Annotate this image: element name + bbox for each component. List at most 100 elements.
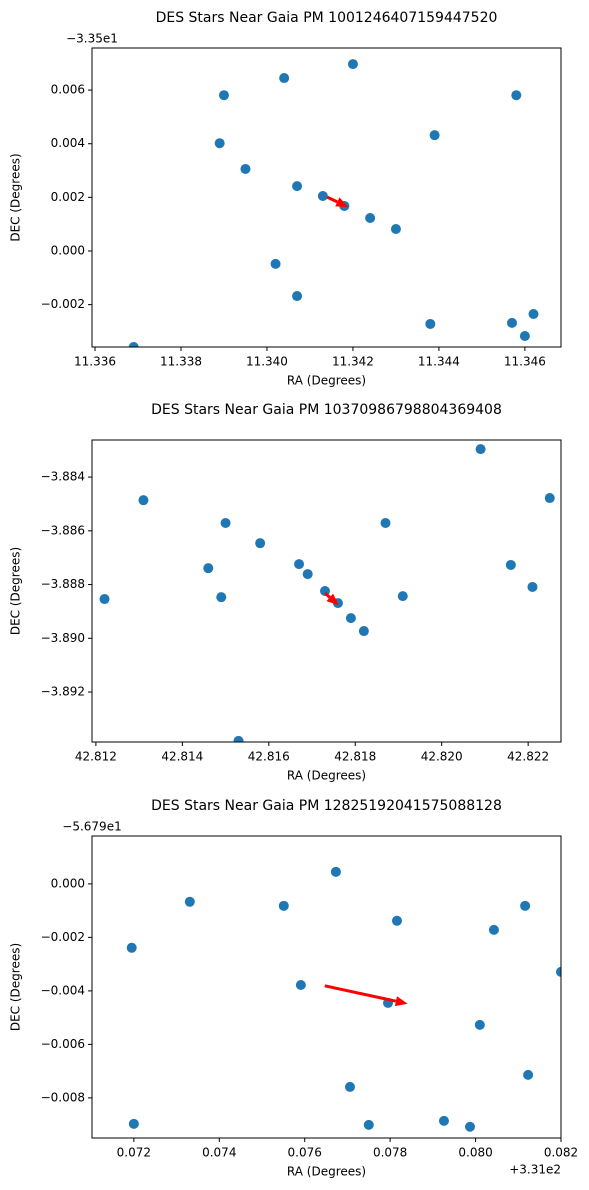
point xyxy=(397,591,408,602)
chart-title: DES Stars Near Gaia PM 12825192041575088… xyxy=(151,798,502,814)
point xyxy=(363,1119,374,1130)
y-tick-label: −0.006 xyxy=(41,1037,85,1051)
arrow-head xyxy=(394,996,408,1007)
point xyxy=(391,915,402,926)
point xyxy=(519,331,530,342)
chart-title: DES Stars Near Gaia PM 10012464071594475… xyxy=(156,10,498,26)
x-tick-label: 11.338 xyxy=(160,355,202,369)
point xyxy=(523,1069,534,1080)
x-axis-label: RA (Degrees) xyxy=(287,374,366,388)
y-tick-label: 0.000 xyxy=(51,876,85,890)
y-tick-label: 0.006 xyxy=(51,83,85,97)
point xyxy=(279,73,290,84)
point xyxy=(255,538,266,549)
y-tick-label: 0.000 xyxy=(51,243,85,257)
point xyxy=(214,138,225,149)
x-tick-label: 0.076 xyxy=(288,1146,322,1160)
y-tick-label: 0.004 xyxy=(51,136,85,150)
point xyxy=(302,569,313,580)
y-tick-label: −3.892 xyxy=(41,685,85,699)
point xyxy=(465,1121,476,1132)
point xyxy=(184,896,195,907)
x-tick-label: 11.344 xyxy=(418,355,460,369)
point xyxy=(128,342,139,347)
point xyxy=(365,213,376,224)
point xyxy=(345,613,356,624)
x-tick-label: 11.346 xyxy=(504,355,546,369)
point xyxy=(270,258,281,269)
arrow-head xyxy=(335,197,349,208)
y-tick-label: −0.004 xyxy=(41,983,85,997)
point xyxy=(488,924,499,935)
y-tick-label: −3.890 xyxy=(41,631,85,645)
point xyxy=(527,581,538,592)
x-axis-label: RA (Degrees) xyxy=(287,1165,366,1179)
y-offset-label: −5.679e1 xyxy=(62,820,121,834)
y-offset-label: −3.35e1 xyxy=(66,32,118,46)
chart-title: DES Stars Near Gaia PM 10370986798804369… xyxy=(151,402,502,418)
y-tick-label: −0.002 xyxy=(41,930,85,944)
point xyxy=(429,130,440,141)
point xyxy=(294,559,305,570)
point xyxy=(138,495,149,506)
y-tick-label: −3.886 xyxy=(41,523,85,537)
axes-frame xyxy=(91,47,562,348)
point xyxy=(474,1019,485,1030)
point xyxy=(425,318,436,329)
point xyxy=(330,866,341,877)
point xyxy=(292,181,303,192)
point xyxy=(380,518,391,529)
x-tick-label: 42.822 xyxy=(507,750,549,764)
point xyxy=(128,1118,139,1129)
x-tick-label: 11.340 xyxy=(246,355,288,369)
point xyxy=(292,291,303,302)
point xyxy=(556,966,561,977)
axes-frame xyxy=(91,439,562,743)
point xyxy=(278,900,289,911)
x-tick-label: 42.816 xyxy=(248,750,290,764)
y-axis-label: DEC (Degrees) xyxy=(9,943,23,1031)
point xyxy=(390,224,401,235)
x-tick-label: 0.072 xyxy=(117,1146,151,1160)
x-offset-label: +3.31e2 xyxy=(509,1163,561,1177)
x-tick-label: 42.820 xyxy=(421,750,463,764)
axes-frame xyxy=(91,835,562,1139)
y-tick-label: −3.884 xyxy=(41,470,85,484)
x-tick-label: 0.074 xyxy=(202,1146,236,1160)
y-tick-label: −0.002 xyxy=(41,297,85,311)
point xyxy=(511,90,522,101)
x-tick-label: 0.080 xyxy=(458,1146,492,1160)
y-tick-label: −3.888 xyxy=(41,577,85,591)
x-tick-label: 42.814 xyxy=(161,750,203,764)
point xyxy=(240,163,251,174)
point xyxy=(218,90,229,101)
point xyxy=(220,518,231,529)
point xyxy=(99,594,110,605)
point xyxy=(475,444,486,455)
point xyxy=(438,1115,449,1126)
x-tick-label: 0.082 xyxy=(544,1146,578,1160)
x-tick-label: 0.078 xyxy=(373,1146,407,1160)
point xyxy=(216,592,227,603)
x-axis-label: RA (Degrees) xyxy=(287,769,366,783)
point xyxy=(358,626,369,637)
x-tick-label: 11.342 xyxy=(332,355,374,369)
point xyxy=(520,900,531,911)
x-tick-label: 11.336 xyxy=(74,355,116,369)
point xyxy=(344,1081,355,1092)
arrow-shaft xyxy=(326,195,338,204)
y-tick-label: −0.008 xyxy=(41,1090,85,1104)
point xyxy=(233,735,244,742)
point xyxy=(544,493,555,504)
y-axis-label: DEC (Degrees) xyxy=(9,153,23,241)
point xyxy=(528,309,539,320)
point xyxy=(126,942,137,953)
point xyxy=(317,191,328,202)
point xyxy=(505,559,516,570)
arrow-head xyxy=(326,593,339,606)
x-tick-label: 42.812 xyxy=(75,750,117,764)
point xyxy=(203,563,214,574)
x-tick-label: 42.818 xyxy=(334,750,376,764)
point xyxy=(295,979,306,990)
